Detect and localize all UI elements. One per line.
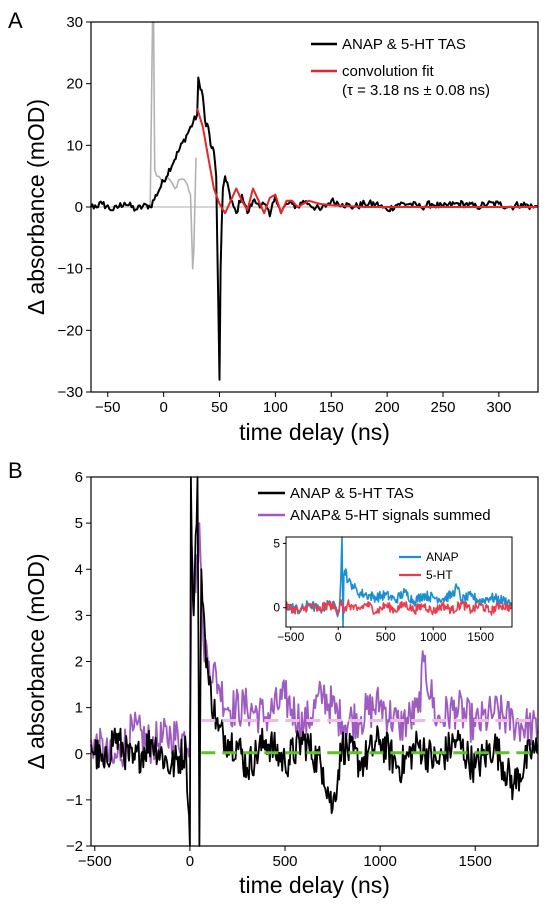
panel-a-x-ticks: −50 0 50 100 150 200 250 300 xyxy=(95,392,511,416)
inset-legend-label-anap: ANAP xyxy=(426,550,459,564)
y-tick-label: 5 xyxy=(75,515,83,532)
y-tick-label: 1 xyxy=(75,700,83,717)
inset-plot-frame xyxy=(285,536,513,628)
legend-label-tas-a: ANAP & 5-HT TAS xyxy=(342,36,466,53)
x-tick-label: 1500 xyxy=(467,630,494,644)
panel-a: A −50 0 50 100 150 200 250 300 −30 −20 −10 0 10 20 30… xyxy=(8,8,539,445)
inset-series xyxy=(285,536,513,628)
series-tas-b xyxy=(90,476,539,847)
panel-a-x-axis-title: time delay (ns) xyxy=(239,419,390,445)
inset-series-5ht xyxy=(285,599,513,616)
inset-legend-label-5ht: 5-HT xyxy=(426,568,453,582)
y-tick-label: 0 xyxy=(273,601,280,615)
x-tick-label: 500 xyxy=(273,853,298,870)
x-tick-label: −500 xyxy=(78,853,112,870)
legend-label-tas-b: ANAP & 5-HT TAS xyxy=(290,485,414,502)
x-tick-label: 0 xyxy=(159,399,167,416)
y-tick-label: 4 xyxy=(75,561,83,578)
y-tick-label: 0 xyxy=(75,199,83,216)
x-tick-label: 150 xyxy=(319,399,344,416)
y-tick-label: 20 xyxy=(66,76,83,93)
x-tick-label: 300 xyxy=(486,399,511,416)
panel-b-x-axis-title: time delay (ns) xyxy=(239,872,390,898)
legend-label-fit: convolution fit xyxy=(342,63,435,80)
x-tick-label: 0 xyxy=(186,853,194,870)
y-tick-label: −1 xyxy=(66,792,83,809)
series-masked-artifact xyxy=(149,21,197,270)
panel-a-series xyxy=(90,21,539,381)
panel-b-y-ticks: −2 −1 0 1 2 3 4 5 6 xyxy=(66,469,91,855)
panel-b-plot-frame xyxy=(90,476,539,847)
x-tick-label: 100 xyxy=(263,399,288,416)
panel-b-legend: ANAP & 5-HT TAS ANAP& 5-HT signals summe… xyxy=(258,485,491,524)
panel-b-y-axis-title: Δ absorbance (mOD) xyxy=(23,553,49,769)
y-tick-label: −20 xyxy=(58,322,83,339)
panel-a-legend: ANAP & 5-HT TAS convolution fit (τ = 3.1… xyxy=(311,36,490,99)
x-tick-label: 200 xyxy=(375,399,400,416)
series-tas-a xyxy=(90,76,539,381)
panel-b-inset: −500 0 500 1000 1500 05 ANAP 5-HT xyxy=(273,536,513,644)
inset-y-ticks: 05 xyxy=(273,536,286,615)
y-tick-label: 10 xyxy=(66,137,83,154)
series-convolution-fit xyxy=(196,108,538,215)
series-summed xyxy=(90,522,539,768)
y-tick-label: 2 xyxy=(75,654,83,671)
y-tick-label: 3 xyxy=(75,607,83,624)
x-tick-label: −50 xyxy=(95,399,120,416)
x-tick-label: 1500 xyxy=(459,853,492,870)
x-tick-label: 0 xyxy=(335,630,342,644)
y-tick-label: −2 xyxy=(66,838,83,855)
x-tick-label: 1000 xyxy=(420,630,447,644)
panel-b-series xyxy=(90,476,539,847)
y-tick-label: 30 xyxy=(66,14,83,31)
panel-a-y-axis-title: Δ absorbance (mOD) xyxy=(23,99,49,315)
legend-label-summed: ANAP& 5-HT signals summed xyxy=(290,507,491,524)
y-tick-label: −30 xyxy=(58,384,83,401)
inset-background xyxy=(286,537,512,627)
y-tick-label: 6 xyxy=(75,469,83,486)
legend-fit-parameter: (τ = 3.18 ns ± 0.08 ns) xyxy=(342,82,490,99)
panel-a-y-ticks: −30 −20 −10 0 10 20 30 xyxy=(58,14,91,401)
x-tick-label: 1000 xyxy=(363,853,396,870)
x-tick-label: 50 xyxy=(211,399,228,416)
panel-b-x-ticks: −500 0 500 1000 1500 xyxy=(78,846,492,870)
x-tick-label: −500 xyxy=(277,630,304,644)
panel-b-letter: B xyxy=(8,458,23,483)
inset-legend: ANAP 5-HT xyxy=(399,550,459,582)
x-tick-label: 500 xyxy=(376,630,396,644)
inset-x-ticks: −500 0 500 1000 1500 xyxy=(277,627,494,644)
y-tick-label: 0 xyxy=(75,746,83,763)
x-tick-label: 250 xyxy=(430,399,455,416)
panel-a-letter: A xyxy=(8,8,23,33)
y-tick-label: 5 xyxy=(273,536,280,550)
y-tick-label: −10 xyxy=(58,261,83,278)
